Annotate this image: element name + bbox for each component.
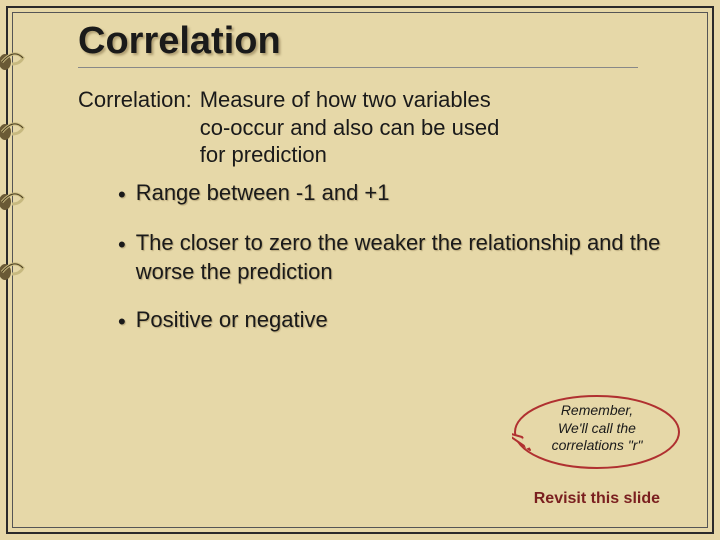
revisit-link[interactable]: Revisit this slide <box>534 490 660 508</box>
callout-line: correlations "r" <box>552 437 643 453</box>
callout-line: Remember, <box>561 402 633 418</box>
slide: Correlation Correlation: Measure of how … <box>0 0 720 540</box>
definition-text: Measure of how two variables co-occur an… <box>200 86 500 169</box>
title-underline <box>78 67 638 68</box>
slide-title: Correlation <box>78 20 690 63</box>
bullet-dot-icon: • <box>118 181 126 210</box>
definition-line: Measure of how two variables <box>200 87 491 112</box>
content-area: Correlation Correlation: Measure of how … <box>78 20 690 357</box>
spiral-ring-icon <box>0 190 26 214</box>
bullet-text: Positive or negative <box>136 306 328 337</box>
definition-line: co-occur and also can be used <box>200 115 500 140</box>
bullet-text: The closer to zero the weaker the relati… <box>136 229 690 286</box>
bullet-dot-icon: • <box>118 231 126 286</box>
definition-block: Correlation: Measure of how two variable… <box>78 86 690 169</box>
definition-label: Correlation: <box>78 86 192 169</box>
bullet-text: Range between -1 and +1 <box>136 179 390 210</box>
bullet-dot-icon: • <box>118 308 126 337</box>
callout-bubble: Remember, We'll call the correlations "r… <box>512 392 682 472</box>
spiral-ring-icon <box>0 260 26 284</box>
spiral-ring-icon <box>0 120 26 144</box>
callout-text: Remember, We'll call the correlations "r… <box>524 402 670 455</box>
spiral-ring-icon <box>0 50 26 74</box>
bullet-item: • The closer to zero the weaker the rela… <box>118 229 690 286</box>
bullet-list: • Range between -1 and +1 • The closer t… <box>118 179 690 337</box>
definition-line: for prediction <box>200 142 327 167</box>
bullet-item: • Range between -1 and +1 <box>118 179 690 210</box>
bullet-item: • Positive or negative <box>118 306 690 337</box>
callout-line: We'll call the <box>558 420 636 436</box>
